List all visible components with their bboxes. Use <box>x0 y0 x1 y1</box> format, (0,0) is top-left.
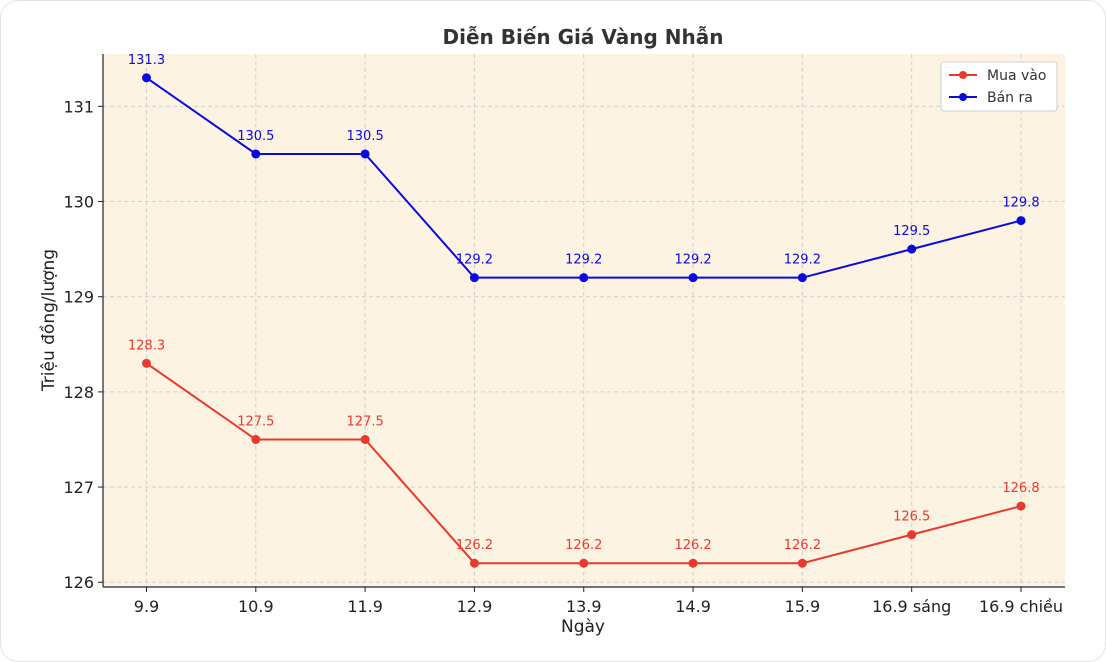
data-point-mua-vao <box>469 558 479 568</box>
data-label-mua-vao: 126.2 <box>784 538 821 553</box>
data-label-mua-vao: 126.8 <box>1002 481 1039 496</box>
data-labels: 128.3 127.5 127.5 126.2 126.2 126.2 126.2 126.5… <box>128 53 1040 553</box>
y-tick-label: 126 <box>63 573 94 592</box>
data-label-mua-vao: 128.3 <box>128 338 165 353</box>
x-tick-label: 10.9 <box>238 597 274 616</box>
data-point-mua-vao <box>360 434 370 444</box>
x-tick-label: 16.9 chiều <box>979 597 1063 616</box>
x-tick-label: 15.9 <box>785 597 821 616</box>
data-label-mua-vao: 127.5 <box>347 414 384 429</box>
legend-label-mua-vao: Mua vào <box>987 68 1046 84</box>
data-label-ban-ra: 129.2 <box>674 253 711 268</box>
data-point-ban-ra <box>1016 216 1026 226</box>
data-point-mua-vao <box>907 530 917 540</box>
data-label-ban-ra: 130.5 <box>237 129 274 144</box>
y-axis-label: Triệu đồng/lượng <box>38 249 59 392</box>
x-tick-label: 12.9 <box>457 597 493 616</box>
chart: Diễn Biến Giá Vàng Nhẫn 1261271281291301… <box>38 25 1065 637</box>
data-label-mua-vao: 126.5 <box>893 510 930 525</box>
legend-marker-mua-vao <box>959 71 967 79</box>
data-label-mua-vao: 126.2 <box>565 538 602 553</box>
data-point-ban-ra <box>251 149 261 159</box>
data-point-mua-vao <box>1016 501 1026 511</box>
chart-title: Diễn Biến Giá Vàng Nhẫn <box>443 25 724 49</box>
x-tick-label: 9.9 <box>134 597 159 616</box>
legend-label-ban-ra: Bán ra <box>987 90 1033 106</box>
data-label-ban-ra: 129.8 <box>1002 196 1039 211</box>
data-label-ban-ra: 131.3 <box>128 53 165 68</box>
y-tick-label: 131 <box>63 97 94 116</box>
x-axis-label: Ngày <box>561 617 605 637</box>
legend-marker-ban-ra <box>959 93 967 101</box>
data-point-ban-ra <box>469 273 479 283</box>
x-tick-label: 16.9 sáng <box>872 597 951 616</box>
axes: 126 127 128 129 130 131 9.9 10.9 11.9 12.9 13.9 14.… <box>63 54 1065 616</box>
data-label-ban-ra: 129.2 <box>784 253 821 268</box>
data-point-mua-vao <box>251 434 261 444</box>
data-point-ban-ra <box>688 273 698 283</box>
y-tick-label: 128 <box>63 383 94 402</box>
data-point-mua-vao <box>142 358 151 368</box>
grid <box>103 54 1065 587</box>
data-label-mua-vao: 126.2 <box>456 538 493 553</box>
data-point-mua-vao <box>688 558 698 568</box>
data-point-ban-ra <box>579 273 589 283</box>
legend: Mua vào Bán ra <box>940 61 1058 112</box>
y-tick-label: 129 <box>63 288 94 307</box>
data-point-mua-vao <box>797 558 807 568</box>
data-label-ban-ra: 129.2 <box>456 253 493 268</box>
series <box>142 73 1026 568</box>
data-label-mua-vao: 127.5 <box>237 414 274 429</box>
data-label-mua-vao: 126.2 <box>674 538 711 553</box>
x-tick-label: 11.9 <box>347 597 383 616</box>
x-tick-label: 13.9 <box>566 597 602 616</box>
data-label-ban-ra: 129.2 <box>565 253 602 268</box>
data-point-ban-ra <box>907 244 917 254</box>
data-label-ban-ra: 130.5 <box>347 129 384 144</box>
data-label-ban-ra: 129.5 <box>893 224 930 239</box>
y-tick-label: 127 <box>63 478 94 497</box>
y-tick-label: 130 <box>63 193 94 212</box>
data-point-ban-ra <box>360 149 370 159</box>
data-point-ban-ra <box>797 273 807 283</box>
data-point-mua-vao <box>579 558 589 568</box>
data-point-ban-ra <box>142 73 151 83</box>
x-tick-label: 14.9 <box>675 597 711 616</box>
